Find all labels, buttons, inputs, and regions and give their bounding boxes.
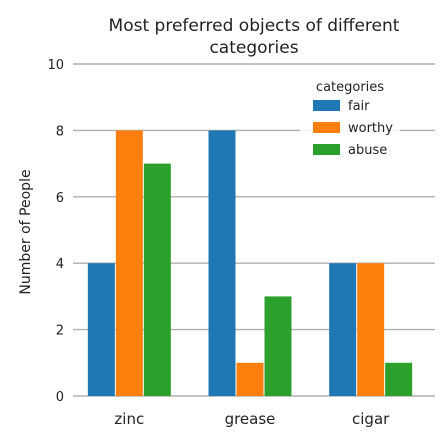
x-tick-labels: zinc grease cigar [114, 410, 390, 428]
bar-zinc-abuse [143, 163, 171, 396]
bar-grease-worthy [236, 362, 264, 396]
x-tick-label: zinc [114, 410, 144, 428]
bar-zinc-fair [87, 263, 115, 396]
y-tick-labels: 0 2 4 6 8 10 [47, 58, 64, 405]
y-tick-label: 0 [56, 390, 64, 405]
legend-label-fair: fair [348, 99, 370, 114]
bar-cigar-fair [329, 263, 357, 396]
y-tick-label: 6 [56, 191, 64, 206]
bar-cigar-abuse [385, 362, 413, 396]
legend-swatch-fair [313, 100, 340, 111]
bar-layer [87, 130, 413, 396]
bar-zinc-worthy [115, 130, 143, 396]
y-tick-label: 4 [56, 257, 64, 272]
chart-title-line-1: Most preferred objects of different [109, 16, 400, 36]
y-tick-label: 8 [56, 124, 64, 139]
bar-grease-fair [208, 130, 236, 396]
x-tick-label: grease [225, 410, 276, 428]
y-axis-label: Number of People [18, 169, 34, 294]
legend-swatch-abuse [313, 144, 340, 155]
legend-title: categories [316, 80, 384, 95]
x-tick-label: cigar [352, 410, 390, 428]
legend-swatch-worthy [313, 122, 340, 133]
legend-label-abuse: abuse [348, 143, 387, 158]
y-tick-label: 2 [56, 324, 64, 339]
chart-title-line-2: categories [209, 38, 298, 58]
legend-label-worthy: worthy [348, 121, 393, 136]
y-tick-label: 10 [47, 58, 64, 73]
legend: categories fair worthy abuse [300, 67, 400, 165]
bar-cigar-worthy [357, 263, 385, 396]
legend-items: fair worthy abuse [313, 99, 393, 158]
bar-grease-abuse [264, 296, 292, 396]
